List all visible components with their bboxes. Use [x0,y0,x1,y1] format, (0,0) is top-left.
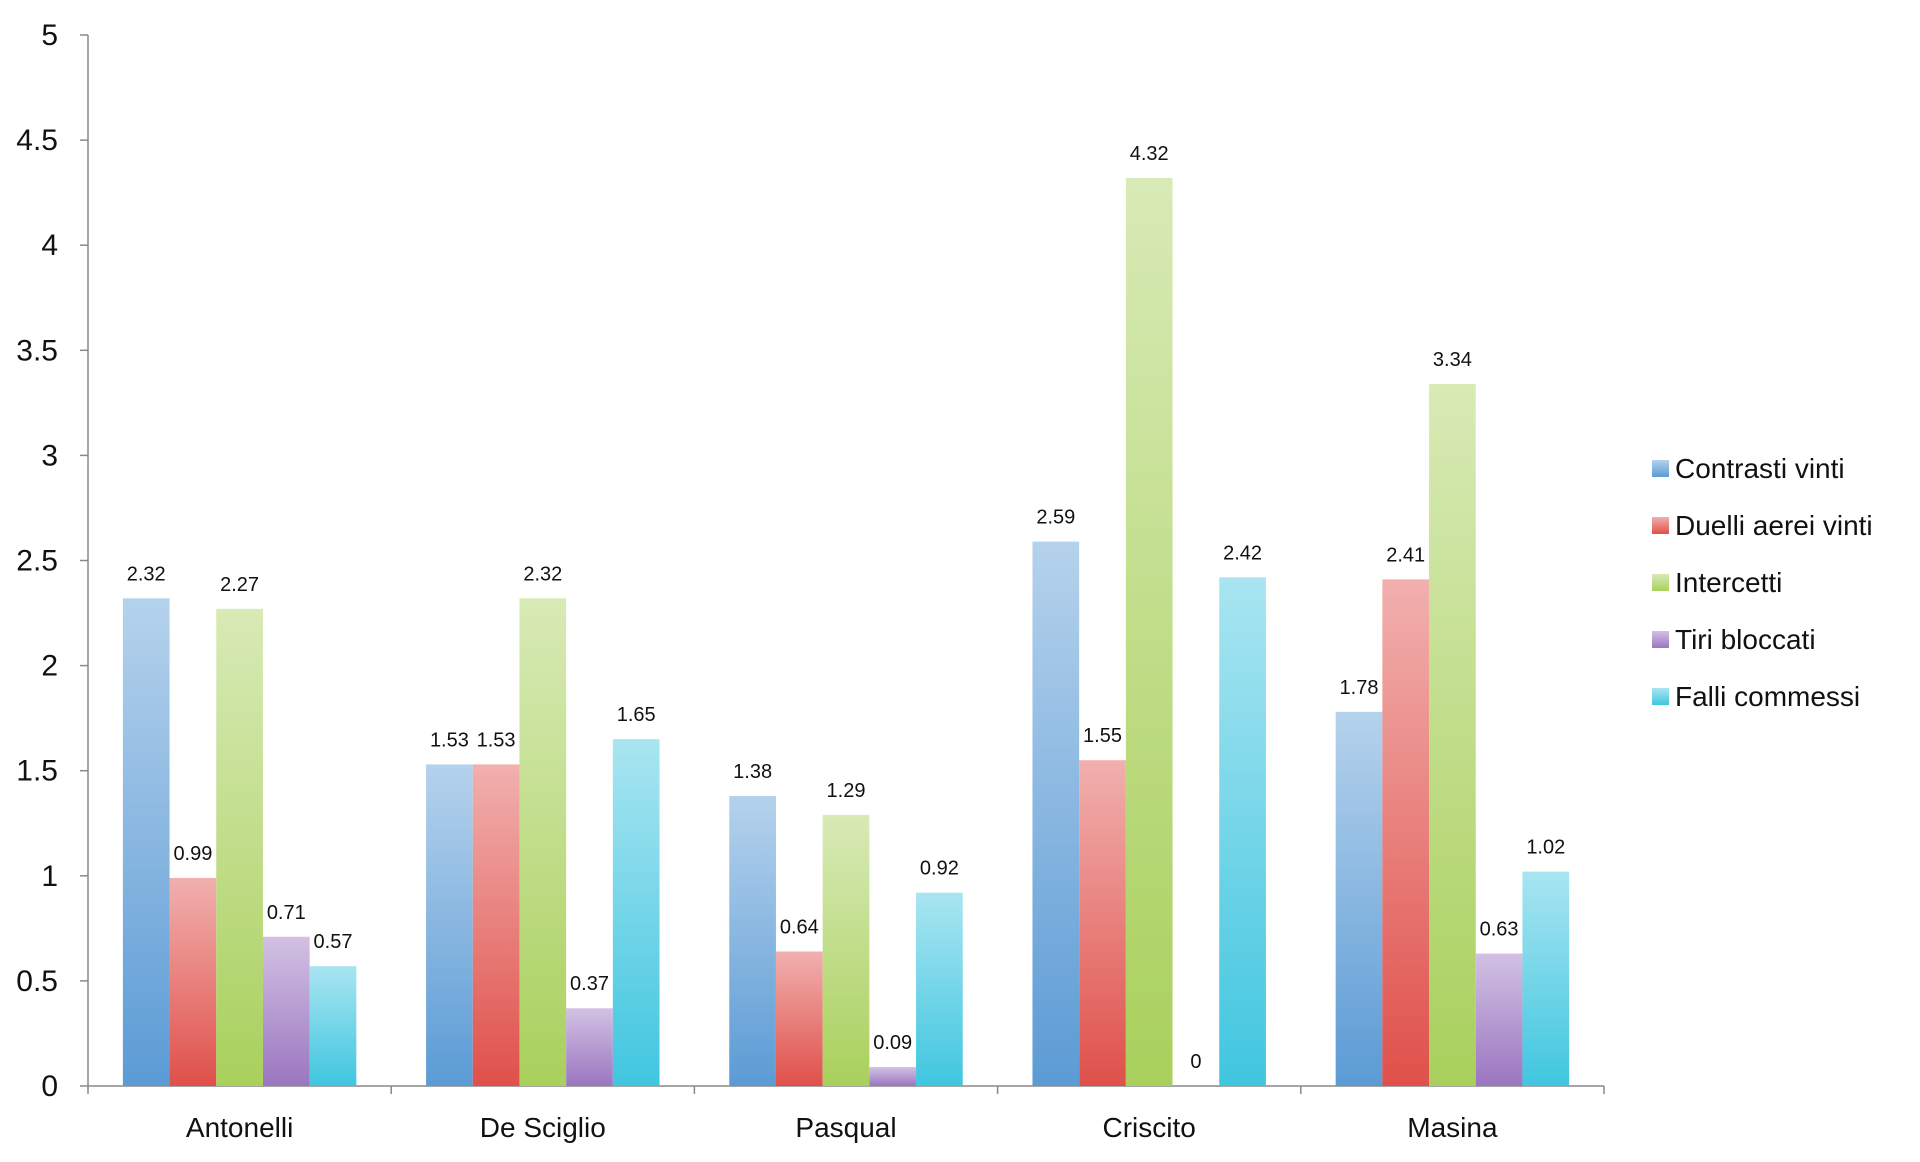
legend-swatch [1652,574,1669,591]
data-label: 1.78 [1340,677,1379,699]
y-tick-label: 1 [41,860,58,893]
x-category-label: Pasqual [795,1112,896,1143]
bar-duelli-aerei-vinti [775,951,823,1086]
y-tick-label: 3.5 [16,334,58,367]
x-category-label: De Sciglio [480,1112,606,1143]
legend-swatch [1652,631,1669,648]
data-label: 2.41 [1386,544,1425,566]
bar-intercetti [216,608,263,1086]
data-label: 0.57 [314,931,353,953]
y-tick-label: 4.5 [16,124,58,157]
bar-duelli-aerei-vinti [472,764,520,1086]
bar-falli-commessi [309,966,357,1086]
bar-falli-commessi [1219,577,1266,1086]
data-label: 0.37 [570,973,609,995]
bars-group [122,177,1570,1086]
data-label: 0.99 [173,843,212,865]
data-label: 0.92 [920,858,959,880]
y-tick-label: 1.5 [16,755,58,788]
bar-contrasti-vinti [729,795,776,1086]
data-label: 0.63 [1480,919,1519,941]
data-label: 3.34 [1433,349,1472,371]
bar-tiri-bloccati [566,1008,613,1086]
bar-falli-commessi [916,892,963,1086]
data-label: 1.65 [617,704,656,726]
y-tick-label: 2.5 [16,545,58,578]
y-tick-label: 3 [41,439,58,472]
data-label: 1.02 [1526,837,1565,859]
bar-contrasti-vinti [122,598,170,1086]
data-label: 1.29 [827,780,866,802]
data-label: 0 [1190,1051,1201,1073]
data-label: 1.53 [430,729,469,751]
data-label: 0.09 [873,1032,912,1054]
bar-intercetti [1429,383,1476,1086]
bar-duelli-aerei-vinti [1079,760,1126,1086]
bar-contrasti-vinti [1032,541,1080,1086]
data-label: 1.55 [1083,725,1122,747]
x-category-label: Masina [1407,1112,1498,1143]
legend-label: Intercetti [1675,567,1782,598]
legend-label: Tiri bloccati [1675,624,1816,655]
data-label: 0.71 [267,902,306,924]
legend-label: Contrasti vinti [1675,453,1845,484]
data-label: 1.53 [477,729,516,751]
data-label: 1.38 [733,761,772,783]
legend-swatch [1652,688,1669,705]
y-tick-label: 4 [41,229,58,262]
bar-contrasti-vinti [426,764,473,1086]
data-label: 0.64 [780,916,819,938]
x-category-label: Criscito [1103,1112,1196,1143]
legend-label: Duelli aerei vinti [1675,510,1873,541]
data-label: 2.59 [1036,507,1075,529]
data-label: 2.27 [220,574,259,596]
bar-duelli-aerei-vinti [169,877,217,1086]
bar-intercetti [822,814,870,1086]
bar-tiri-bloccati [1475,953,1523,1086]
y-tick-label: 5 [41,19,58,52]
y-tick-label: 0.5 [16,965,58,998]
bar-duelli-aerei-vinti [1382,579,1430,1086]
y-tick-label: 0 [41,1070,58,1103]
bar-tiri-bloccati [869,1067,917,1086]
legend-label: Falli commessi [1675,681,1860,712]
data-label: 2.32 [523,563,562,585]
legend-swatch [1652,460,1669,477]
bar-intercetti [519,598,567,1086]
data-labels-group: 2.32 1.53 1.38 2.59 1.78 0.99 1.53 0.64 1.55 2.41… [127,143,1566,1073]
data-label: 2.42 [1223,542,1262,564]
bar-contrasti-vinti [1335,711,1383,1086]
data-label: 2.32 [127,563,166,585]
bar-falli-commessi [612,739,660,1086]
x-category-label: Antonelli [186,1112,293,1143]
legend-swatch [1652,517,1669,534]
data-label: 4.32 [1130,143,1169,165]
bar-falli-commessi [1522,871,1570,1086]
legend: Contrasti vinti Duelli aerei vinti Interce… [1652,453,1873,712]
bar-tiri-bloccati [262,936,310,1086]
y-axis: 0 0.5 1 1.5 2 2.5 3 3.5 4 4.5 5 [16,19,89,1103]
bar-intercetti [1125,177,1173,1086]
y-tick-label: 2 [41,650,58,683]
